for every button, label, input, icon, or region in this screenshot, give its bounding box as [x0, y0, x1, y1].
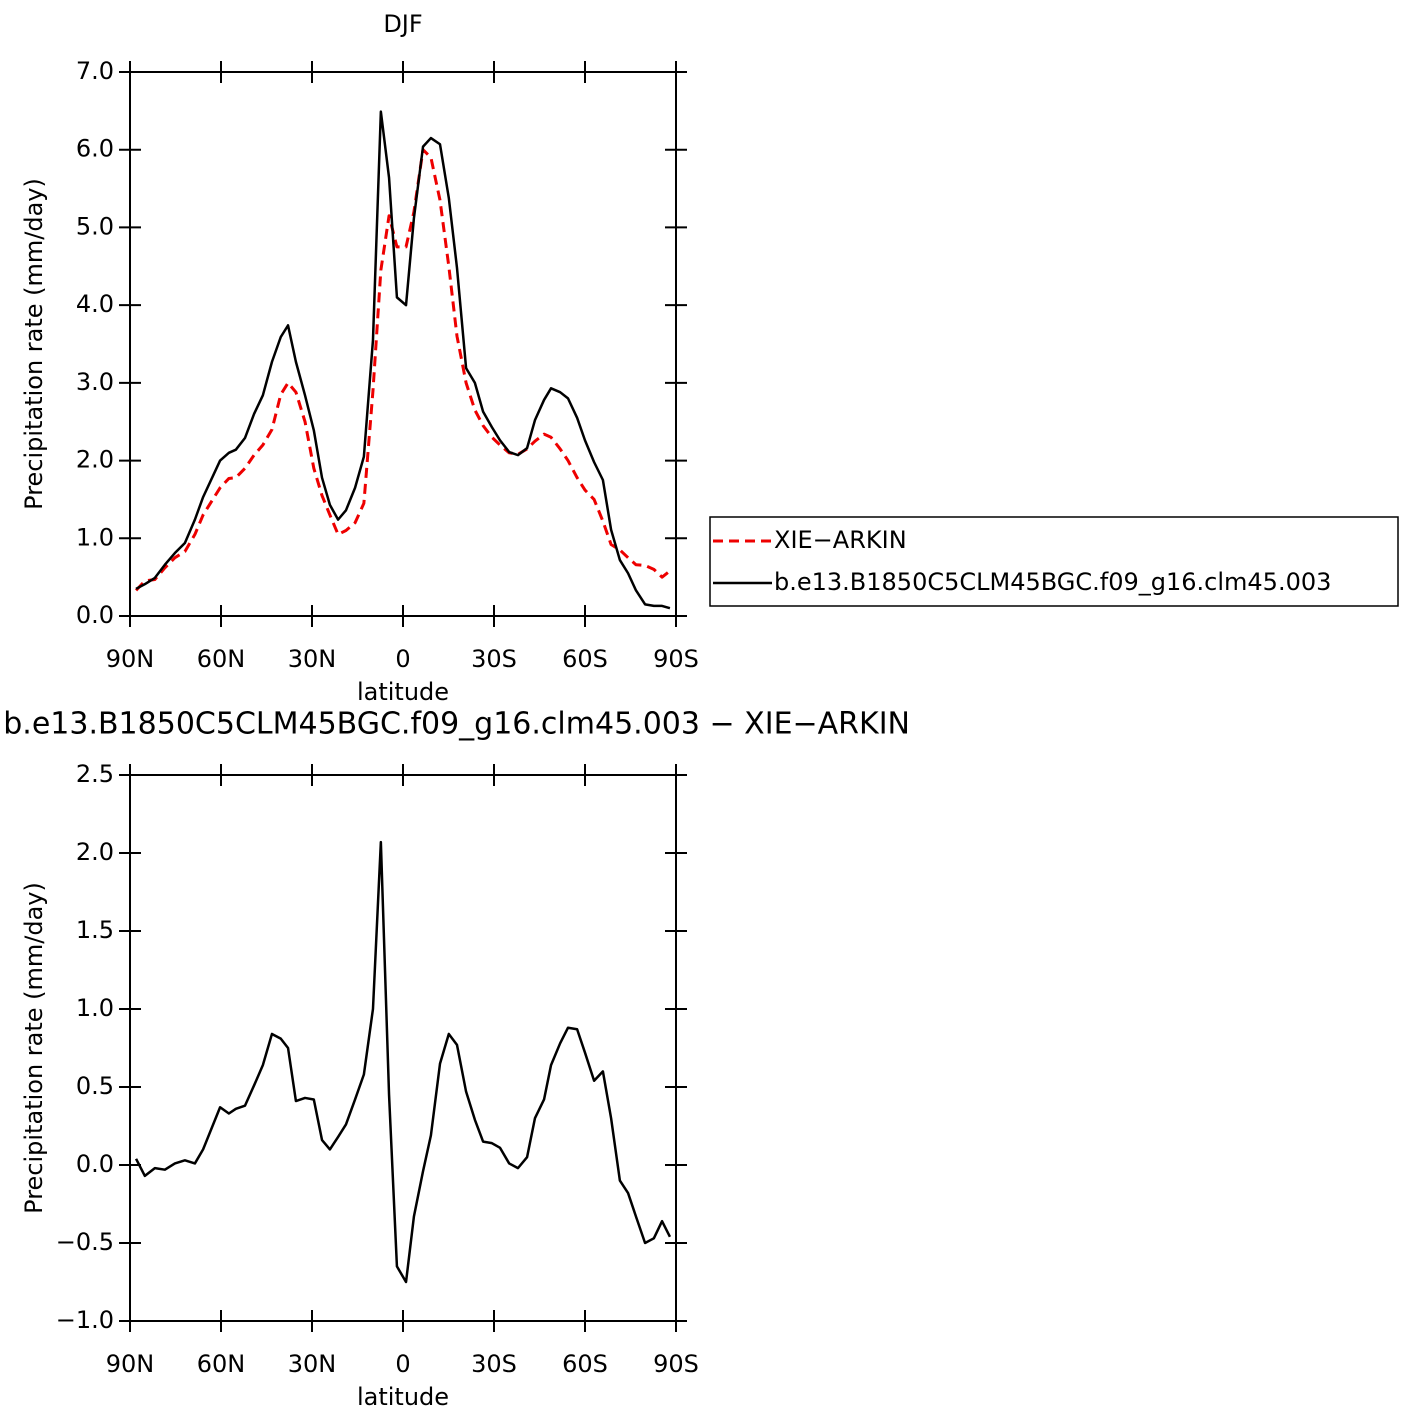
- x-tick-label: 90N: [106, 1350, 155, 1378]
- y-tick-label: 0.5: [76, 1072, 114, 1100]
- y-tick-label: 1.0: [76, 994, 114, 1022]
- legend-box: [709, 516, 1399, 607]
- legend-label: XIE−ARKIN: [774, 526, 907, 554]
- y-tick-label: −0.5: [56, 1228, 114, 1256]
- plot-frame: [129, 71, 677, 617]
- x-tick-label: 90N: [106, 645, 155, 673]
- y-tick-label: 2.0: [76, 446, 114, 474]
- y-tick-label: −1.0: [56, 1306, 114, 1334]
- x-tick-label: 30N: [288, 645, 337, 673]
- x-tick-label: 30S: [471, 1350, 517, 1378]
- legend-label: b.e13.B1850C5CLM45BGC.f09_g16.clm45.003: [774, 568, 1331, 596]
- plot-frame: [129, 774, 677, 1322]
- x-axis-label: latitude: [357, 678, 449, 706]
- x-tick-label: 30N: [288, 1350, 337, 1378]
- x-tick-label: 60N: [197, 645, 246, 673]
- x-tick-label: 90S: [653, 1350, 699, 1378]
- y-tick-label: 5.0: [76, 212, 114, 240]
- y-tick-label: 2.5: [76, 760, 114, 788]
- x-tick-label: 30S: [471, 645, 517, 673]
- y-tick-label: 7.0: [76, 57, 114, 85]
- x-tick-label: 60N: [197, 1350, 246, 1378]
- y-tick-label: 0.0: [76, 1150, 114, 1178]
- chart-title: b.e13.B1850C5CLM45BGC.f09_g16.clm45.003 …: [3, 707, 910, 742]
- y-tick-label: 1.5: [76, 916, 114, 944]
- y-tick-label: 6.0: [76, 135, 114, 163]
- data-line: [135, 110, 671, 610]
- x-tick-label: 60S: [562, 1350, 608, 1378]
- x-axis-label: latitude: [357, 1383, 449, 1411]
- y-tick-label: 3.0: [76, 368, 114, 396]
- x-tick-label: 0: [395, 645, 410, 673]
- y-tick-label: 0.0: [76, 601, 114, 629]
- data-line: [134, 840, 672, 1284]
- chart-title: DJF: [383, 10, 422, 38]
- x-tick-label: 0: [395, 1350, 410, 1378]
- x-tick-label: 90S: [653, 645, 699, 673]
- x-tick-label: 60S: [562, 645, 608, 673]
- data-line: [134, 148, 671, 592]
- y-tick-label: 4.0: [76, 290, 114, 318]
- y-tick-label: 2.0: [76, 838, 114, 866]
- y-axis-label: Precipitation rate (mm/day): [20, 178, 48, 510]
- y-axis-label: Precipitation rate (mm/day): [20, 882, 48, 1214]
- y-tick-label: 1.0: [76, 523, 114, 551]
